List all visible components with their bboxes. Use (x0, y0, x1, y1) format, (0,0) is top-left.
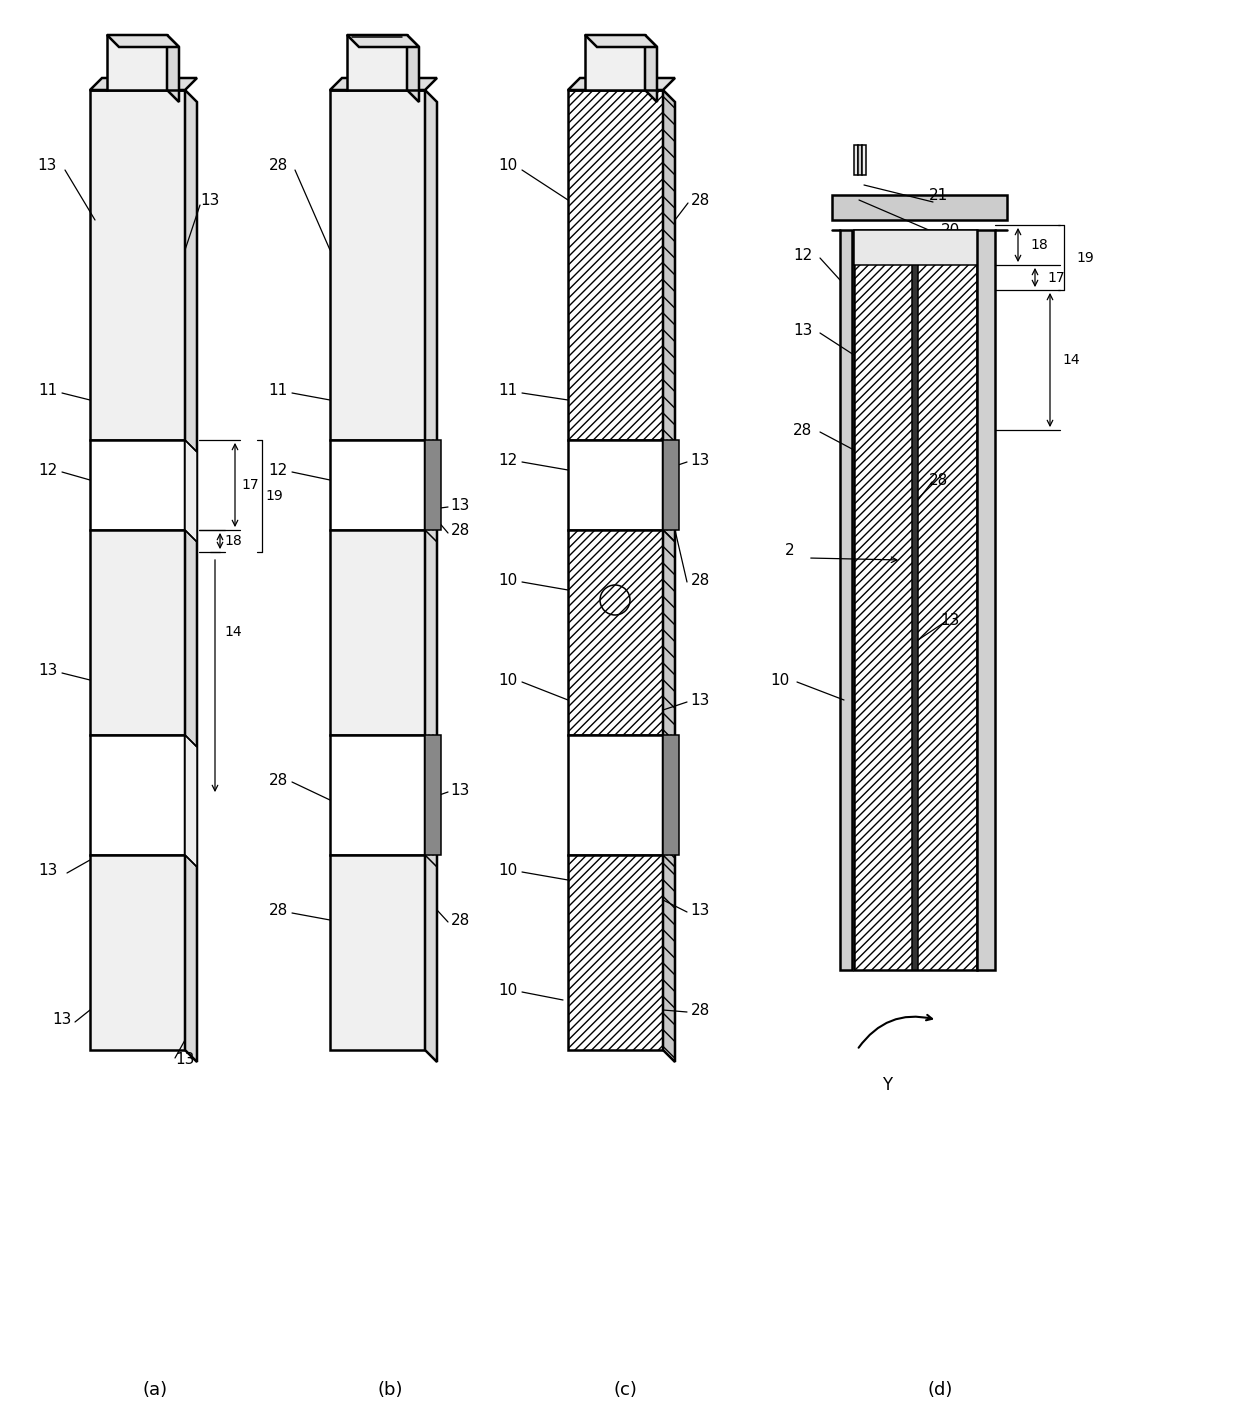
Bar (330, 530, 425, 735)
Text: 19: 19 (1076, 251, 1094, 265)
Text: 18: 18 (1030, 238, 1048, 252)
Polygon shape (347, 36, 419, 47)
Polygon shape (167, 36, 179, 103)
Text: 13: 13 (450, 782, 470, 798)
Text: 10: 10 (498, 673, 517, 687)
Text: 17: 17 (1047, 271, 1065, 285)
Bar (839, 229, 852, 970)
Text: 10: 10 (498, 158, 517, 172)
Text: 13: 13 (37, 158, 57, 172)
Bar (568, 530, 663, 735)
Text: 14: 14 (1061, 353, 1080, 368)
Text: 13: 13 (691, 693, 709, 707)
Bar (862, 145, 866, 175)
Polygon shape (185, 735, 197, 866)
Bar (832, 195, 1007, 219)
Polygon shape (347, 36, 407, 90)
Polygon shape (568, 78, 675, 90)
Bar (330, 735, 425, 855)
Bar (858, 145, 862, 175)
Bar (330, 440, 425, 530)
Polygon shape (107, 36, 179, 47)
Text: 28: 28 (691, 573, 709, 587)
Text: 28: 28 (691, 192, 709, 208)
Bar (663, 440, 680, 530)
Text: 13: 13 (940, 613, 960, 627)
Text: 13: 13 (175, 1053, 195, 1067)
Polygon shape (585, 36, 645, 90)
Text: 17: 17 (242, 477, 259, 492)
Text: 13: 13 (38, 663, 58, 677)
Bar (330, 90, 425, 440)
Text: 19: 19 (265, 489, 283, 503)
Text: 12: 12 (268, 463, 288, 477)
Bar (91, 855, 185, 1050)
Text: 28: 28 (268, 902, 288, 918)
Text: 13: 13 (794, 322, 812, 338)
Text: 28: 28 (450, 523, 470, 537)
Bar (568, 440, 663, 530)
Polygon shape (425, 90, 436, 1062)
Bar (854, 145, 858, 175)
Text: (a): (a) (143, 1381, 167, 1399)
Text: 13: 13 (52, 1013, 72, 1027)
Bar (425, 440, 441, 530)
Bar (854, 229, 977, 970)
Text: 13: 13 (691, 902, 709, 918)
Text: 10: 10 (498, 982, 517, 998)
Text: 28: 28 (268, 772, 288, 788)
Text: 28: 28 (794, 422, 812, 437)
Polygon shape (91, 78, 197, 90)
Text: 14: 14 (224, 626, 242, 638)
Text: 11: 11 (268, 382, 288, 398)
Text: 12: 12 (38, 463, 57, 477)
Polygon shape (663, 90, 675, 1062)
Bar (425, 735, 441, 855)
Text: 28: 28 (450, 912, 470, 928)
Text: 28: 28 (929, 473, 947, 487)
Bar (854, 229, 977, 265)
Text: 13: 13 (691, 453, 709, 467)
Bar (911, 229, 918, 970)
Text: 20: 20 (940, 222, 960, 238)
Text: 10: 10 (770, 673, 790, 687)
Text: 13: 13 (38, 862, 58, 878)
Text: 10: 10 (498, 862, 517, 878)
Polygon shape (330, 78, 436, 90)
Bar (330, 855, 425, 1050)
Polygon shape (585, 36, 657, 47)
Bar (663, 735, 680, 855)
Polygon shape (185, 90, 197, 1062)
Text: 10: 10 (498, 573, 517, 587)
Polygon shape (107, 36, 167, 90)
Text: (d): (d) (928, 1381, 952, 1399)
Polygon shape (407, 36, 419, 103)
Bar (568, 90, 663, 440)
Polygon shape (645, 36, 657, 103)
Text: 2: 2 (785, 543, 795, 557)
Text: 13: 13 (450, 497, 470, 513)
Text: 11: 11 (498, 382, 517, 398)
Bar (568, 735, 663, 855)
Bar (91, 440, 185, 530)
Text: 12: 12 (498, 453, 517, 467)
Text: 11: 11 (38, 382, 57, 398)
Bar (91, 90, 185, 440)
Text: (b): (b) (377, 1381, 403, 1399)
Text: 28: 28 (268, 158, 288, 172)
Text: 12: 12 (794, 248, 812, 262)
Text: 13: 13 (201, 192, 219, 208)
Bar (568, 855, 663, 1050)
Text: 21: 21 (929, 188, 947, 202)
Text: 18: 18 (224, 534, 242, 549)
Bar (91, 735, 185, 855)
Polygon shape (185, 440, 197, 542)
Bar (91, 530, 185, 735)
Text: Y: Y (882, 1076, 892, 1094)
Text: 28: 28 (691, 1003, 709, 1017)
Text: (c): (c) (613, 1381, 637, 1399)
Bar (977, 229, 994, 970)
